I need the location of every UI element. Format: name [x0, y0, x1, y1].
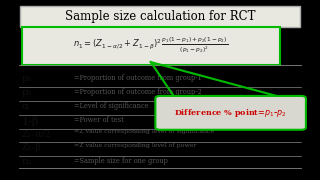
Text: p₁: p₁ [22, 74, 33, 83]
Text: Sample size calculation for RCT: Sample size calculation for RCT [65, 10, 255, 23]
Text: =Power of test: =Power of test [74, 116, 124, 123]
FancyBboxPatch shape [156, 96, 306, 130]
Text: Difference % point=$p_1$-$p_2$: Difference % point=$p_1$-$p_2$ [174, 107, 287, 119]
Text: n₁: n₁ [22, 157, 33, 166]
Text: =Z value corresponding level of power: =Z value corresponding level of power [74, 143, 196, 148]
Text: Where,: Where, [22, 67, 55, 76]
FancyBboxPatch shape [22, 27, 280, 65]
Text: =Sample size for one group: =Sample size for one group [74, 157, 168, 165]
Text: =Level of significance: =Level of significance [74, 102, 149, 110]
Text: =Proportion of outcome from group-2: =Proportion of outcome from group-2 [74, 88, 202, 96]
Text: =Proportion of outcome from group-1: =Proportion of outcome from group-1 [74, 74, 202, 82]
Text: α: α [22, 102, 29, 111]
Text: =Z value corresponding level of significance: =Z value corresponding level of signific… [74, 129, 214, 134]
Text: $n_1 = (Z_{1-\alpha/2} + Z_{1-\beta})^2\,\frac{p_1(1-p_1) + p_2(1-p_2)}{(p_1 - p: $n_1 = (Z_{1-\alpha/2} + Z_{1-\beta})^2\… [73, 35, 228, 55]
Text: 1-β: 1-β [22, 116, 39, 127]
Text: p₂: p₂ [22, 88, 33, 97]
Text: Z₁₋α/2: Z₁₋α/2 [22, 129, 51, 138]
FancyBboxPatch shape [20, 6, 300, 27]
Text: Z₁₋β: Z₁₋β [22, 143, 42, 152]
